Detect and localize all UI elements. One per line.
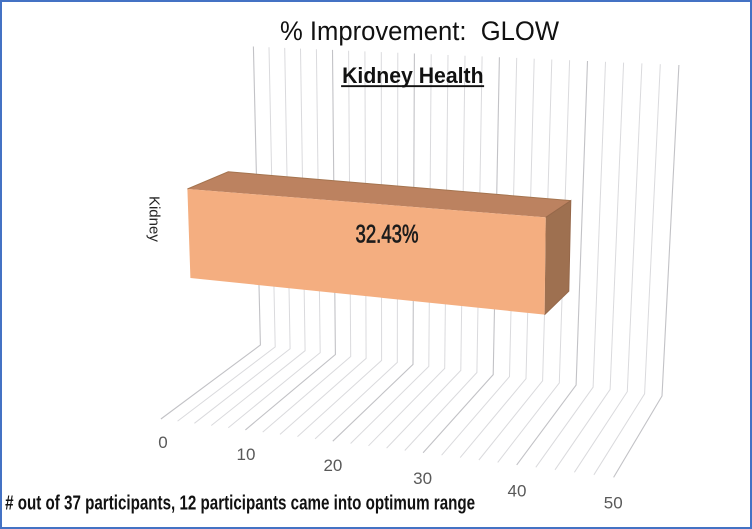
svg-text:% Improvement: GLOW: % Improvement: GLOW: [280, 16, 559, 46]
svg-text:50: 50: [604, 494, 623, 513]
svg-text:30: 30: [413, 469, 432, 488]
svg-text:# out of 37 participants, 12 p: # out of 37 participants, 12 participant…: [5, 493, 475, 515]
svg-text:0: 0: [158, 433, 167, 452]
svg-text:10: 10: [237, 445, 256, 464]
svg-text:20: 20: [323, 456, 342, 475]
svg-text:32.43%: 32.43%: [356, 221, 419, 249]
svg-text:Kidney: Kidney: [146, 196, 163, 242]
svg-text:Kidney Health: Kidney Health: [342, 63, 484, 88]
svg-text:40: 40: [508, 482, 527, 501]
